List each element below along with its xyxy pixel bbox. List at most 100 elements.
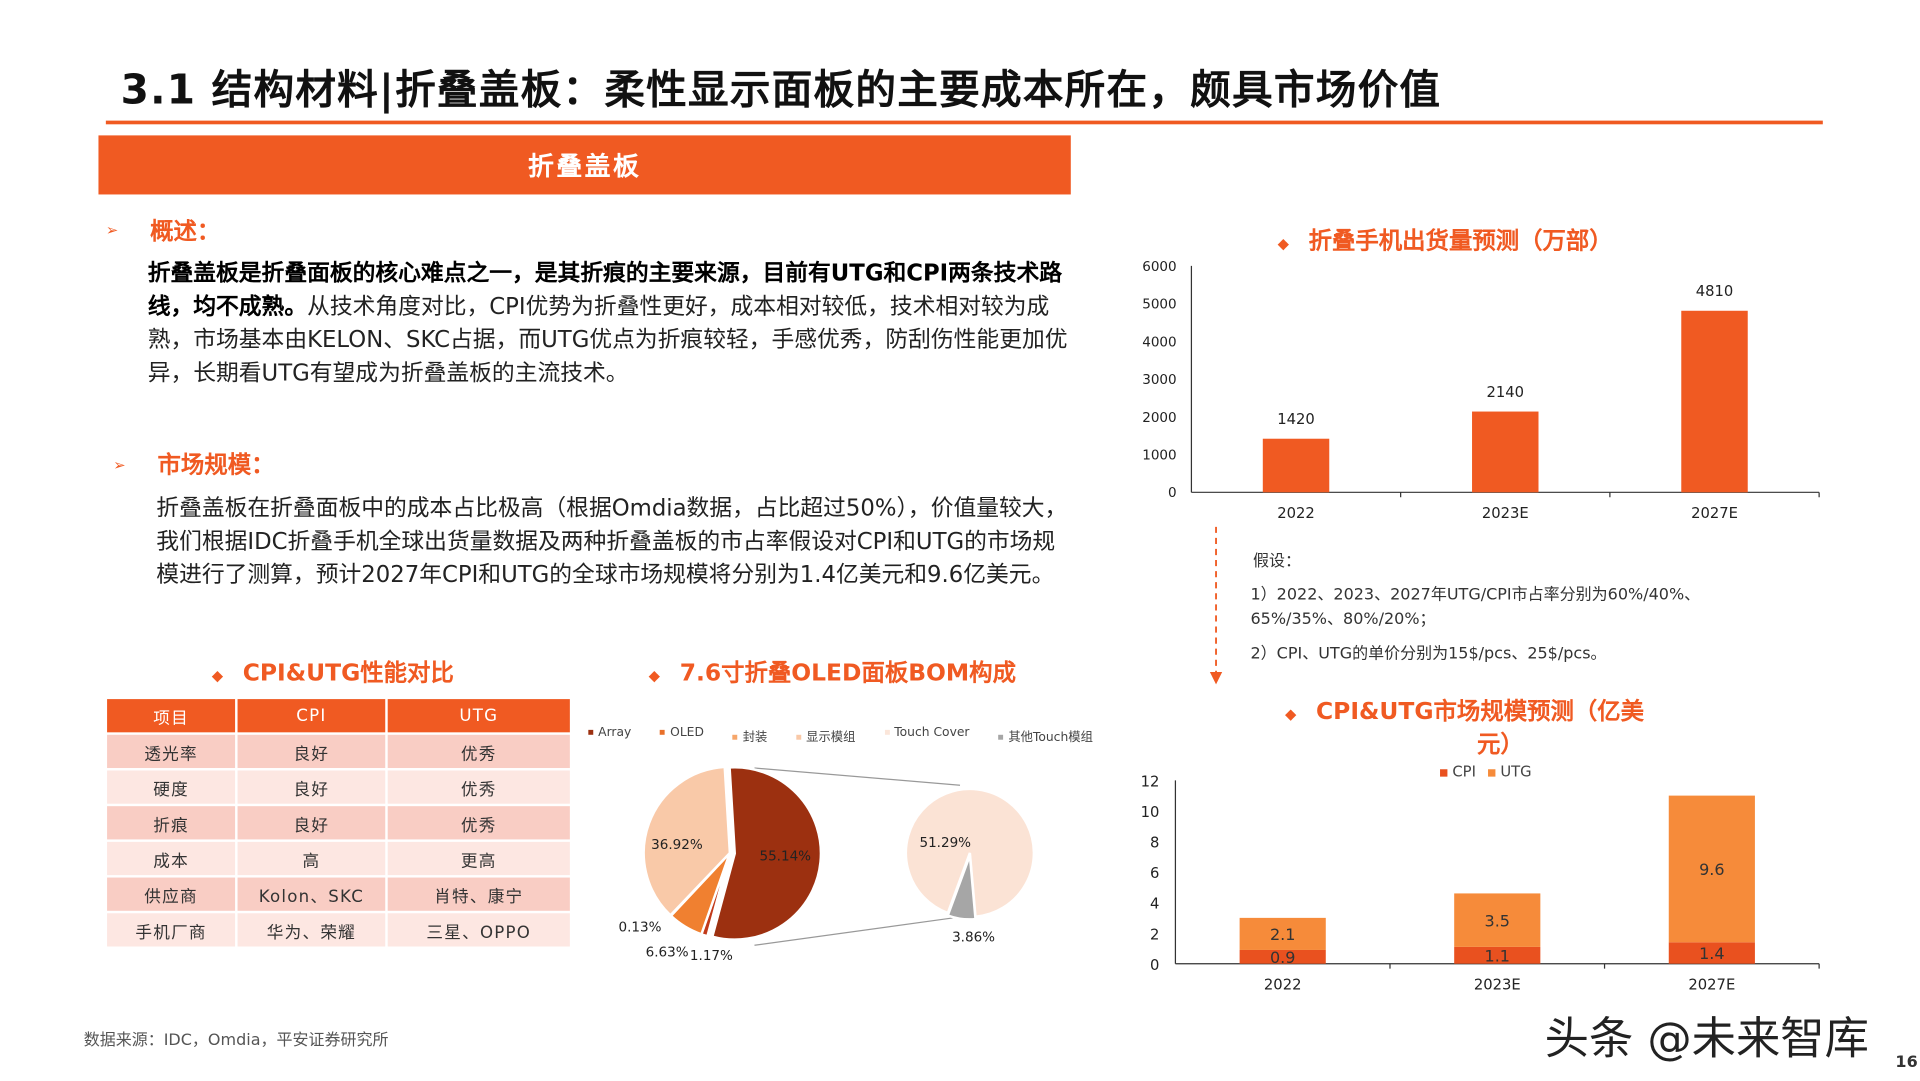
legend-swatch — [732, 734, 738, 740]
bar-segment-utg — [1454, 893, 1541, 947]
table-cell: 更高 — [387, 841, 570, 876]
bullet-arrow-icon: ➢ — [113, 456, 126, 474]
x-tick-label: 2023E — [1474, 977, 1521, 994]
x-tick-label: 2027E — [1691, 505, 1738, 522]
legend-item: 其他Touch模组 — [998, 726, 1093, 745]
legend-label: 封装 — [742, 731, 768, 745]
pie-slice — [946, 854, 977, 921]
bar-value-label: 2140 — [1486, 384, 1524, 401]
legend-swatch — [998, 734, 1004, 740]
legend-item: 封装 — [732, 726, 768, 745]
bar-segment-utg — [1668, 795, 1755, 943]
pie-slice — [710, 766, 823, 941]
table-cell: 供应商 — [107, 877, 236, 911]
pie-data-label: 3.86% — [952, 930, 995, 946]
x-tick-label: 2022 — [1264, 977, 1302, 994]
y-tick-label: 2 — [1150, 926, 1159, 943]
bar-value-label: 1.4 — [1699, 944, 1724, 963]
x-tick-label: 2027E — [1688, 977, 1735, 994]
assumption-1-cont: 65%/35%、80%/20%； — [1250, 610, 1436, 629]
connector-line — [754, 916, 961, 946]
pie-slice — [904, 787, 1036, 919]
table-title: ◆ CPI&UTG性能对比 — [211, 659, 454, 687]
table-cell: 良好 — [237, 806, 386, 840]
table-cell: 良好 — [237, 770, 386, 804]
bar-segment-cpi — [1239, 949, 1326, 964]
table-cell: 硬度 — [107, 770, 236, 804]
diamond-icon: ◆ — [648, 667, 660, 685]
table-header-row: 项目 CPI UTG — [107, 699, 570, 733]
bar-value-label: 1420 — [1277, 411, 1315, 428]
table-cell: 成本 — [107, 841, 236, 876]
legend-swatch-cpi — [1440, 768, 1448, 777]
legend-swatch — [588, 729, 594, 735]
overview-bold-text: 折叠盖板是折叠面板的核心难点之一，是其折痕的主要来源，目前有UTG和CPI两条技… — [147, 260, 1063, 321]
pie-data-label: 51.29% — [919, 835, 971, 851]
y-tick-label: 4000 — [1142, 334, 1176, 350]
legend-swatch — [884, 729, 890, 735]
market-size-bar-chart: 0 2 4 6 8 10 12 0.9 2.1 2022 1.1 3.5 2023E 1.4 9.6 2027… — [1141, 773, 1820, 994]
bom-pie-chart: 55.14% 1.17%6.63% 0.13% 36.92% 51.29% 3.86% — [619, 765, 1036, 964]
table-cell: 优秀 — [387, 734, 570, 769]
bar-value-label: 1.1 — [1485, 946, 1510, 965]
market-label: 市场规模： — [157, 451, 275, 479]
table-cell: 优秀 — [387, 806, 570, 840]
slide-title: 3.1 结构材料|折叠盖板：柔性显示面板的主要成本所在，颇具市场价值 — [120, 65, 1442, 114]
y-tick-label: 12 — [1141, 773, 1160, 790]
legend-label: OLED — [670, 726, 704, 740]
pie-legend: Array OLED 封装 显示模组 Touch Cover 其他Touch模组 — [588, 726, 1093, 745]
market-chart-title: ◆ CPI&UTG市场规模预测（亿美 — [1284, 697, 1645, 725]
table-cell: UTG — [387, 699, 570, 733]
table-cell: Kolon、SKC — [237, 877, 386, 911]
assumptions-title: 假设： — [1252, 552, 1301, 572]
pie-data-label: 0.13% — [619, 920, 662, 936]
market-chart-legend: CPI UTG — [1440, 763, 1532, 780]
bar-segment-cpi — [1668, 942, 1755, 964]
y-tick-label: 6000 — [1142, 259, 1176, 275]
watermark: 头条 @未来智库 — [1544, 1014, 1869, 1065]
pie-slice — [642, 765, 732, 918]
bar-value-label: 3.5 — [1485, 911, 1510, 930]
table-cell: 华为、荣耀 — [237, 913, 386, 947]
market-chart-title-cont: 元） — [1476, 731, 1524, 759]
bar-value-label: 9.6 — [1699, 860, 1724, 879]
legend-label: Array — [598, 726, 632, 740]
x-tick-label: 2023E — [1482, 505, 1529, 522]
table-cell: 透光率 — [107, 734, 236, 769]
shipment-chart-title: ◆ 折叠手机出货量预测（万部） — [1277, 227, 1613, 255]
bar — [1472, 411, 1539, 493]
y-tick-label: 2000 — [1142, 410, 1176, 426]
table-row: 成本高更高 — [107, 841, 570, 876]
y-tick-label: 10 — [1141, 804, 1160, 821]
table-cell: 高 — [237, 841, 386, 876]
y-tick-label: 8 — [1150, 835, 1159, 852]
pie-data-label: 55.14% — [759, 848, 811, 864]
y-tick-label: 1000 — [1142, 447, 1176, 463]
shipment-bar-chart: 0 1000 2000 3000 4000 5000 6000 1420 2022 2140 202… — [1142, 259, 1820, 522]
table-row: 供应商 Kolon、SKC 肖特、康宁 — [107, 877, 570, 911]
y-tick-label: 4 — [1150, 896, 1159, 913]
section-banner: 折叠盖板 — [98, 135, 1071, 195]
bar-value-label: 0.9 — [1270, 948, 1295, 967]
table-row: 硬度 良好 优秀 — [107, 770, 570, 804]
table-cell: 项目 — [107, 699, 236, 733]
title-divider — [105, 120, 1823, 125]
legend-swatch-utg — [1488, 768, 1496, 777]
overview-label: 概述： — [150, 217, 221, 245]
table-cell: 优秀 — [387, 770, 570, 804]
bar-segment-utg — [1239, 917, 1326, 950]
pie-chart-title: ◆ 7.6寸折叠OLED面板BOM构成 — [648, 659, 1016, 687]
bar-value-label: 2.1 — [1270, 925, 1295, 944]
table-cell: 肖特、康宁 — [387, 877, 570, 911]
table-cell: CPI — [237, 699, 386, 733]
y-tick-label: 0 — [1150, 957, 1159, 974]
pie-data-label: 36.92% — [651, 837, 703, 853]
diamond-icon: ◆ — [1277, 235, 1289, 253]
bar — [1681, 310, 1748, 493]
page-number: 16 — [1895, 1053, 1918, 1073]
y-tick-label: 0 — [1168, 485, 1177, 501]
legend-label: 显示模组 — [806, 731, 856, 745]
y-tick-label: 6 — [1150, 865, 1159, 882]
overview-body-text: 从技术角度对比，CPI优势为折叠性更好，成本相对较低，技术相对较为成熟，市场基本… — [147, 294, 1068, 387]
